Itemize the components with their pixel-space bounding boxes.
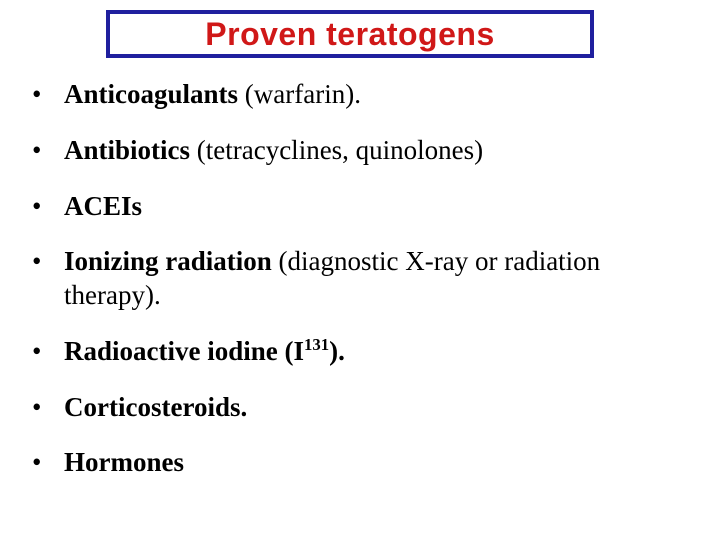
item-rest: (warfarin). <box>245 79 361 109</box>
bullet-icon: • <box>30 335 64 369</box>
item-text: ACEIs <box>64 190 690 224</box>
item-bold: Ionizing radiation <box>64 246 279 276</box>
list-item: • Anticoagulants (warfarin). <box>30 78 690 112</box>
item-bold: Hormones <box>64 447 184 477</box>
list-item: • ACEIs <box>30 190 690 224</box>
item-bold: Corticosteroids. <box>64 392 247 422</box>
list-item: • Ionizing radiation (diagnostic X-ray o… <box>30 245 690 313</box>
item-bold-post: ). <box>329 336 345 366</box>
item-text: Antibiotics (tetracyclines, quinolones) <box>64 134 690 168</box>
item-rest: (tetracyclines, quinolones) <box>197 135 483 165</box>
list-item: • Corticosteroids. <box>30 391 690 425</box>
bullet-icon: • <box>30 245 64 279</box>
item-superscript: 131 <box>304 335 329 354</box>
slide-title: Proven teratogens <box>205 16 494 53</box>
item-bold: ACEIs <box>64 191 142 221</box>
item-bold-pre: Radioactive iodine (I <box>64 336 304 366</box>
item-text: Radioactive iodine (I131). <box>64 335 690 369</box>
item-text: Anticoagulants (warfarin). <box>64 78 690 112</box>
list-item: • Hormones <box>30 446 690 480</box>
bullet-icon: • <box>30 391 64 425</box>
bullet-list: • Anticoagulants (warfarin). • Antibioti… <box>30 78 690 502</box>
bullet-icon: • <box>30 446 64 480</box>
bullet-icon: • <box>30 78 64 112</box>
item-bold: Anticoagulants <box>64 79 245 109</box>
bullet-icon: • <box>30 190 64 224</box>
item-text: Ionizing radiation (diagnostic X-ray or … <box>64 245 690 313</box>
item-text: Hormones <box>64 446 690 480</box>
item-text: Corticosteroids. <box>64 391 690 425</box>
title-box: Proven teratogens <box>106 10 594 58</box>
bullet-icon: • <box>30 134 64 168</box>
list-item: • Antibiotics (tetracyclines, quinolones… <box>30 134 690 168</box>
list-item: • Radioactive iodine (I131). <box>30 335 690 369</box>
item-bold: Antibiotics <box>64 135 197 165</box>
